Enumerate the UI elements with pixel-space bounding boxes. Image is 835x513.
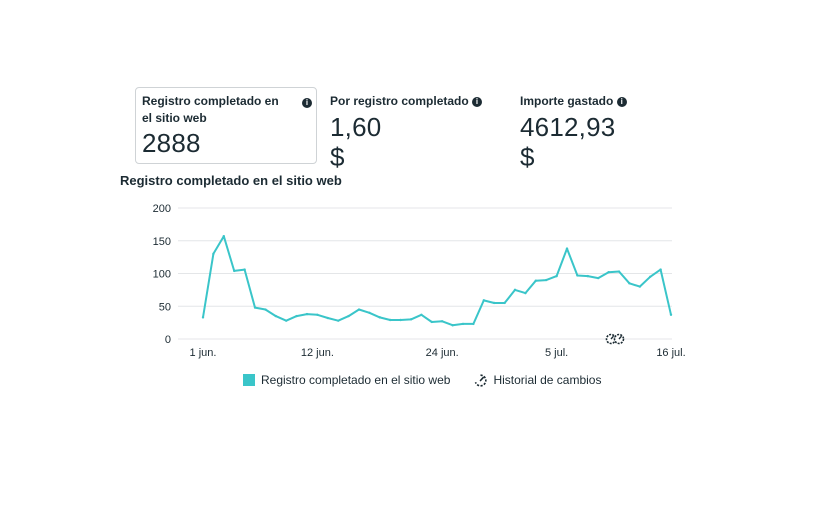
data-point[interactable] bbox=[617, 270, 621, 273]
series-line[interactable] bbox=[202, 235, 672, 327]
data-point[interactable] bbox=[389, 318, 392, 322]
x-tick-label: 16 jul. bbox=[656, 347, 685, 359]
data-point[interactable] bbox=[628, 282, 631, 285]
change-history-icon bbox=[475, 373, 488, 387]
chart-gridlines bbox=[178, 207, 672, 340]
data-point[interactable] bbox=[285, 319, 288, 322]
chart-title: Registro completado en el sitio web bbox=[120, 173, 342, 188]
data-point[interactable] bbox=[597, 276, 600, 280]
data-point[interactable] bbox=[264, 308, 267, 311]
metric-value: 2888 bbox=[142, 128, 201, 158]
legend-label: Registro completado en el sitio web bbox=[261, 373, 451, 387]
info-icon[interactable]: i bbox=[302, 98, 312, 108]
y-axis: 0 50 100 150 200 bbox=[153, 203, 171, 346]
data-point[interactable] bbox=[347, 314, 350, 318]
data-point[interactable] bbox=[233, 269, 236, 273]
metric-card-registrations[interactable]: Registro completado en el sitio web i 28… bbox=[135, 87, 317, 164]
data-point[interactable] bbox=[201, 316, 205, 319]
data-point[interactable] bbox=[441, 320, 444, 323]
y-tick-label: 50 bbox=[159, 301, 171, 313]
change-history-needle bbox=[618, 335, 623, 340]
data-point[interactable] bbox=[243, 268, 246, 271]
metric-label: Por registro completado i bbox=[330, 93, 483, 110]
data-point[interactable] bbox=[305, 312, 309, 316]
legend-item-history[interactable]: Historial de cambios bbox=[474, 373, 601, 387]
data-point[interactable] bbox=[222, 234, 225, 238]
x-tick-label: 24 jun. bbox=[426, 347, 459, 359]
data-point[interactable] bbox=[534, 279, 537, 282]
metric-label: Registro completado en el sitio web bbox=[142, 94, 279, 125]
info-icon[interactable]: i bbox=[616, 97, 627, 107]
data-point[interactable] bbox=[638, 285, 641, 288]
data-point[interactable] bbox=[378, 316, 381, 319]
data-point[interactable] bbox=[357, 308, 361, 311]
data-point[interactable] bbox=[649, 275, 652, 278]
data-point[interactable] bbox=[399, 318, 402, 322]
legend-label: Historial de cambios bbox=[493, 373, 602, 387]
data-point[interactable] bbox=[316, 313, 319, 316]
change-history-marker[interactable] bbox=[605, 333, 625, 345]
x-tick-label: 12 jun. bbox=[301, 347, 334, 359]
data-point[interactable] bbox=[472, 322, 475, 326]
y-tick-label: 150 bbox=[153, 236, 171, 248]
x-axis: 1 jun. 12 jun. 24 jun. 5 jul. 16 jul. bbox=[190, 347, 686, 359]
metric-label-text: Por registro completado bbox=[330, 94, 469, 108]
data-point[interactable] bbox=[565, 247, 569, 250]
data-point[interactable] bbox=[482, 299, 485, 302]
data-point[interactable] bbox=[430, 320, 433, 324]
data-point[interactable] bbox=[513, 288, 517, 292]
metric-value: 4612,93 $ bbox=[520, 112, 616, 172]
data-point[interactable] bbox=[524, 291, 527, 295]
info-icon[interactable]: i bbox=[472, 97, 483, 107]
data-point[interactable] bbox=[451, 324, 454, 327]
legend-swatch bbox=[243, 374, 255, 386]
data-point[interactable] bbox=[555, 274, 558, 278]
data-point[interactable] bbox=[659, 268, 662, 271]
chart-legend: Registro completado en el sitio web Hist… bbox=[243, 373, 601, 387]
data-point[interactable] bbox=[586, 274, 589, 278]
data-point[interactable] bbox=[274, 314, 277, 318]
data-point[interactable] bbox=[368, 311, 371, 314]
x-tick-label: 1 jun. bbox=[190, 347, 217, 359]
data-point[interactable] bbox=[493, 301, 496, 305]
x-tick-label: 5 jul. bbox=[545, 347, 568, 359]
data-point[interactable] bbox=[212, 252, 215, 256]
y-tick-label: 200 bbox=[153, 203, 171, 215]
data-point[interactable] bbox=[545, 278, 548, 282]
chart-series[interactable] bbox=[201, 234, 673, 327]
legend-item-series[interactable]: Registro completado en el sitio web bbox=[243, 373, 450, 387]
y-tick-label: 0 bbox=[165, 334, 171, 346]
data-point[interactable] bbox=[576, 274, 579, 277]
metric-label-text: Importe gastado bbox=[520, 94, 614, 108]
data-point[interactable] bbox=[503, 301, 506, 305]
data-point[interactable] bbox=[253, 306, 257, 309]
metric-label: Importe gastado i bbox=[520, 93, 627, 110]
metric-value: 1,60 $ bbox=[330, 112, 382, 172]
data-point[interactable] bbox=[409, 318, 413, 321]
change-history-needle bbox=[610, 335, 615, 340]
y-tick-label: 100 bbox=[153, 269, 171, 281]
data-point[interactable] bbox=[461, 322, 465, 326]
data-point[interactable] bbox=[337, 319, 340, 322]
data-point[interactable] bbox=[326, 316, 329, 320]
data-point[interactable] bbox=[607, 270, 610, 274]
data-point[interactable] bbox=[295, 314, 298, 318]
data-point[interactable] bbox=[420, 313, 423, 316]
change-history-markers[interactable] bbox=[605, 333, 625, 345]
data-point[interactable] bbox=[669, 313, 673, 316]
